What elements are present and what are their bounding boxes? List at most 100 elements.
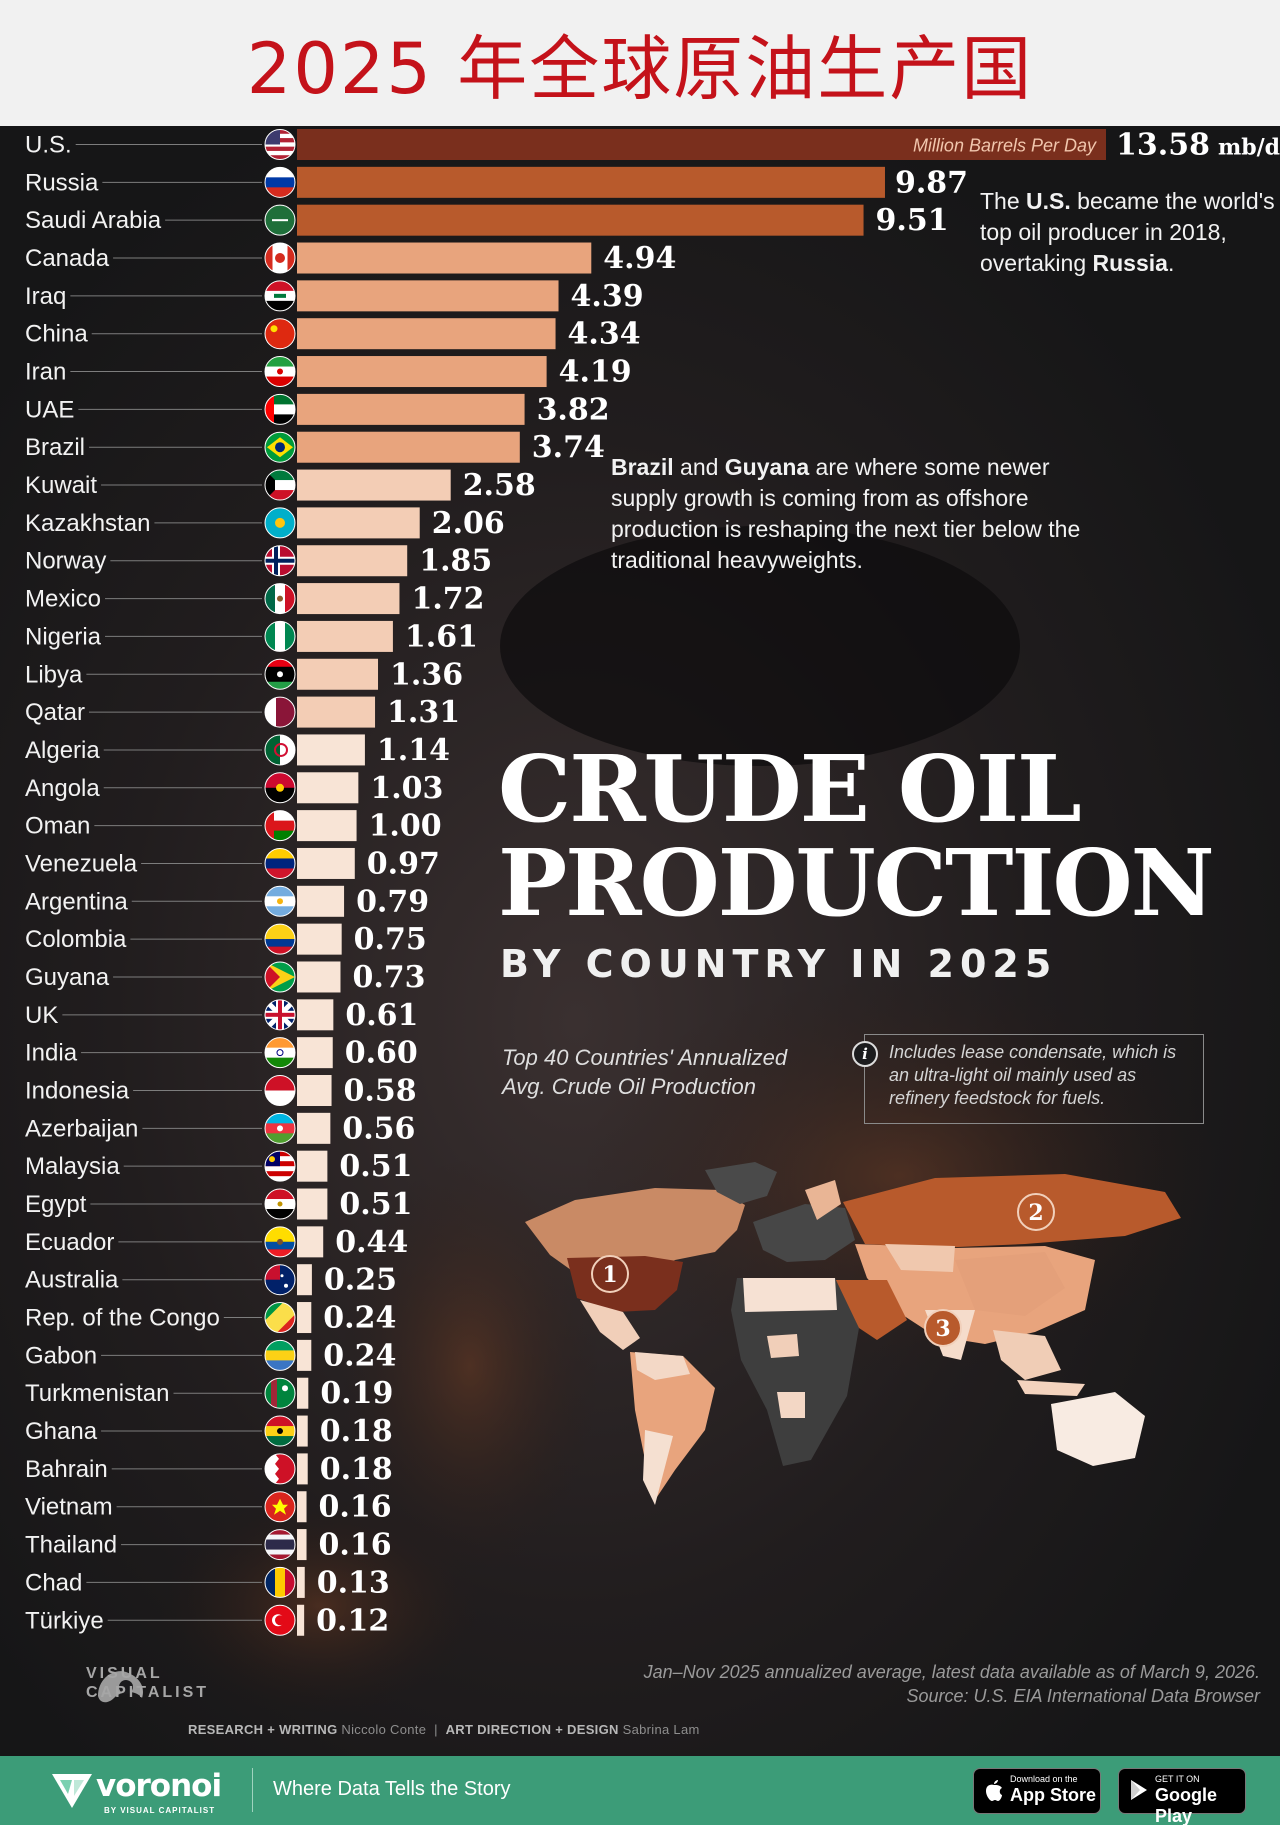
svg-text:3: 3	[935, 1316, 950, 1342]
footer: voronoi BY VISUAL CAPITALIST Where Data …	[0, 1756, 1280, 1825]
flag-icon-gb	[264, 999, 296, 1031]
vc-line1: VISUAL	[86, 1665, 163, 1682]
flag-icon-az	[264, 1112, 296, 1144]
bar	[297, 1075, 332, 1106]
map-norway	[805, 1180, 841, 1220]
flag-icon-ca	[264, 242, 296, 274]
value-label: 0.61	[345, 998, 418, 1033]
flag-icon-cn	[264, 318, 296, 350]
world-map: 1 2 3	[525, 1162, 1181, 1505]
flag-icon-sa	[264, 204, 296, 236]
info-icon: i	[852, 1041, 878, 1067]
country-label: Rep. of the Congo	[25, 1305, 220, 1332]
map-mexico	[580, 1300, 640, 1350]
country-label: Guyana	[25, 964, 110, 991]
map-argentina	[643, 1430, 673, 1505]
map-indonesia	[1017, 1380, 1085, 1396]
flag-icon-th	[264, 1529, 296, 1561]
bar	[297, 923, 342, 955]
bar	[297, 356, 547, 388]
footer-divider	[252, 1768, 253, 1812]
unit-label: Million Barrels Per Day	[913, 136, 1097, 156]
country-label: Norway	[25, 548, 106, 575]
flag-icon-ae	[264, 393, 296, 425]
value-label: 2.06	[432, 506, 505, 541]
country-label: Algeria	[25, 737, 100, 764]
value-label: 1.14	[377, 733, 450, 768]
bar	[297, 1453, 308, 1485]
value-label: 0.16	[319, 1528, 392, 1563]
bar	[297, 1302, 312, 1334]
map-iran-region	[887, 1278, 925, 1310]
value-label: 4.19	[559, 355, 632, 390]
value-label: 0.51	[339, 1149, 412, 1184]
country-label: Gabon	[25, 1342, 97, 1369]
country-label: Saudi Arabia	[25, 207, 162, 234]
app-store-button[interactable]: Download on the App Store	[973, 1768, 1101, 1814]
value-label: 3.74	[532, 430, 605, 465]
map-greenland	[705, 1162, 777, 1204]
value-label: 4.34	[568, 317, 641, 352]
flag-icon-in	[264, 1037, 296, 1069]
country-label: Qatar	[25, 699, 85, 726]
bar	[297, 885, 345, 917]
country-label: Malaysia	[25, 1153, 120, 1180]
value-label: 0.79	[356, 884, 429, 919]
bar	[297, 204, 864, 236]
flag-icon-id	[264, 1075, 296, 1106]
flag-icon-au	[264, 1264, 296, 1296]
flag-icon-ru	[264, 166, 296, 198]
value-label: 1.03	[370, 771, 443, 806]
map-australia	[1051, 1392, 1145, 1466]
value-label: 9.51	[876, 203, 949, 238]
country-label: India	[25, 1040, 78, 1067]
value-label: 1.72	[411, 582, 484, 617]
country-label: Mexico	[25, 586, 101, 613]
value-label: 4.39	[571, 279, 644, 314]
bar	[297, 1415, 308, 1447]
google-play-button[interactable]: GET IT ON Google Play	[1118, 1768, 1246, 1825]
flag-icon-no	[264, 545, 296, 577]
flag-icon-co	[264, 923, 296, 955]
bar	[297, 810, 357, 842]
visual-capitalist-logo	[98, 1671, 144, 1703]
bar	[297, 1604, 305, 1636]
bar	[297, 1491, 307, 1523]
country-label: U.S.	[25, 132, 72, 159]
flag-icon-my	[264, 1150, 296, 1182]
bar	[297, 1188, 328, 1220]
bar	[297, 393, 525, 425]
map-europe	[753, 1204, 855, 1262]
source-note: Jan–Nov 2025 annualized average, latest …	[643, 1662, 1260, 1706]
country-label: Ecuador	[25, 1229, 114, 1256]
map-marker-2: 2	[1017, 1193, 1055, 1231]
bar	[297, 999, 334, 1031]
country-label: Thailand	[25, 1532, 117, 1559]
bar	[297, 507, 420, 539]
map-russia	[843, 1174, 1181, 1248]
credits: RESEARCH + WRITING Niccolo Conte | ART D…	[188, 1722, 700, 1737]
country-label: Colombia	[25, 926, 127, 953]
bar	[297, 1339, 312, 1371]
country-label: Iran	[25, 359, 66, 386]
voronoi-wordmark: voronoi	[96, 1768, 222, 1804]
flag-icon-om	[264, 810, 296, 842]
value-label: 1.36	[390, 657, 463, 692]
flag-icon-dz	[264, 734, 296, 766]
bar	[297, 961, 341, 993]
google-play-label: Google Play	[1155, 1785, 1217, 1825]
country-label: Kuwait	[25, 472, 97, 499]
main-title-line1: CRUDE OIL	[498, 735, 1082, 843]
value-label: 0.12	[316, 1603, 389, 1638]
value-label: 0.19	[320, 1376, 393, 1411]
value-label: 0.51	[339, 1187, 412, 1222]
flag-icon-gy	[264, 961, 296, 993]
value-label: 0.18	[320, 1414, 393, 1449]
bar	[297, 847, 355, 879]
flag-icon-tr	[264, 1604, 296, 1636]
map-north-africa	[743, 1278, 837, 1312]
value-label: 9.87	[895, 165, 968, 200]
country-label: Iraq	[25, 283, 66, 310]
bar	[297, 280, 559, 312]
bar-chart: U.S. Million Barrels Per Day 13.58 mb/d Russ…	[25, 128, 1280, 1639]
